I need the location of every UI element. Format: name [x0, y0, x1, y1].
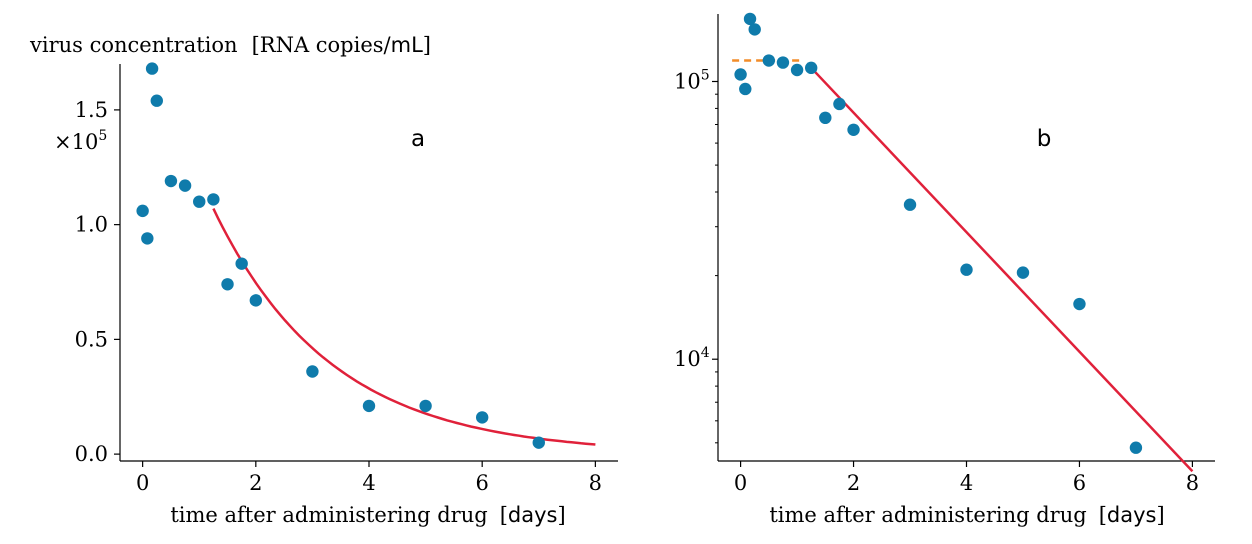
fit-line-b [810, 66, 1194, 473]
data-point-b [743, 12, 757, 26]
data-point-a [141, 232, 154, 245]
x-tick-label-a: 0 [136, 471, 149, 495]
x-tick-label-a: 2 [249, 471, 262, 495]
data-point-a [475, 411, 489, 424]
data-point-b [833, 97, 846, 111]
panel-label-a: a [411, 126, 425, 152]
y-tick-label-b: 105 [674, 67, 710, 93]
y-axis-label-a: virus concentration [RNA copies/mL] [29, 33, 431, 57]
x-tick-label-b: 0 [734, 471, 747, 495]
data-point-b [776, 56, 790, 69]
data-point-b [819, 111, 832, 125]
x-axis-label-a: time after administering drug [days] [170, 503, 565, 527]
chart-panel-b: b time after administering drug [days] 0 2… [674, 12, 1215, 527]
y-tick-label-a: 0.0 [75, 442, 108, 466]
data-point-a [136, 204, 149, 218]
y-tick-label-a: 0.5 [75, 327, 108, 351]
data-point-b [762, 54, 776, 67]
y-multiplier-a: ×105 [54, 128, 107, 154]
x-tick-label-a: 4 [362, 471, 375, 495]
data-point-b [1016, 266, 1030, 279]
x-tick-label-b: 4 [960, 471, 973, 495]
data-point-a [532, 436, 545, 449]
fit-curve-a [212, 208, 596, 446]
data-point-a [164, 174, 178, 188]
data-point-a [235, 257, 248, 270]
chart-panel-a: virus concentration [RNA copies/mL] ×105 … [29, 33, 618, 527]
data-point-b [960, 263, 973, 276]
x-tick-label-b: 2 [847, 471, 860, 495]
x-tick-label-a: 6 [475, 471, 488, 495]
x-tick-label-a: 8 [589, 471, 602, 495]
data-point-a [306, 365, 319, 378]
data-point-b [1073, 297, 1086, 311]
x-tick-label-b: 6 [1073, 471, 1086, 495]
data-point-a [362, 399, 376, 413]
data-point-b [903, 198, 917, 211]
x-tick-label-b: 8 [1186, 471, 1199, 495]
data-point-b [847, 123, 860, 136]
data-point-b [739, 82, 752, 96]
data-point-b [790, 63, 804, 77]
data-point-a [178, 179, 192, 192]
data-point-a [419, 399, 432, 413]
y-tick-label-b: 104 [674, 345, 710, 371]
y-tick-label-a: 1.5 [75, 98, 108, 122]
data-point-b [1129, 441, 1143, 454]
data-point-a [150, 94, 163, 107]
y-tick-label-a: 1.0 [75, 213, 108, 237]
data-point-a [193, 195, 206, 208]
data-point-b [804, 61, 818, 75]
data-point-b [734, 68, 747, 81]
data-point-a [249, 294, 263, 307]
data-point-a [221, 278, 234, 291]
data-point-b [748, 23, 761, 36]
data-point-a [145, 62, 159, 75]
panel-label-b: b [1037, 126, 1052, 152]
x-axis-label-b: time after administering drug [days] [769, 503, 1164, 527]
data-point-a [207, 193, 220, 206]
